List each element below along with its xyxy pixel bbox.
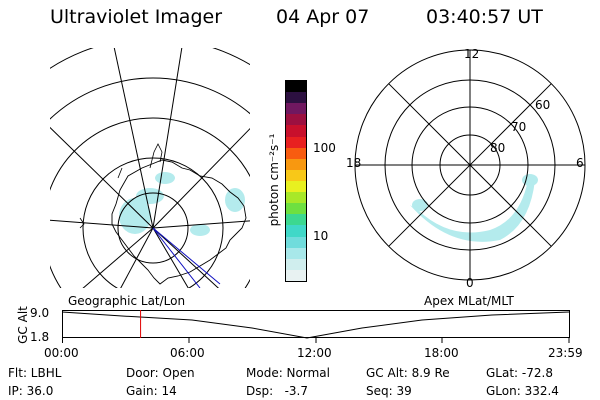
colorbar-label: photon cm⁻²s⁻¹ (267, 133, 281, 227)
info-mode: Mode: Normal (246, 366, 330, 380)
timeline-ylabel: GC Alt (15, 306, 30, 344)
colorbar (285, 80, 307, 282)
colorbar-segment (286, 125, 306, 137)
colorbar-segment (286, 247, 306, 259)
lat-label-80: 80 (490, 141, 506, 155)
lat-label-70: 70 (511, 120, 527, 134)
altitude-curve (62, 311, 570, 339)
timeline-ytick-bottom: 1.8 (30, 330, 50, 344)
coastline (111, 159, 247, 285)
colorbar-segment (286, 192, 306, 204)
aurora-oval (410, 174, 538, 242)
info-gain: Gain: 14 (126, 384, 177, 398)
info-door: Door: Open (126, 366, 195, 380)
mlt-label-12: 12 (464, 47, 480, 61)
geographic-label: Geographic Lat/Lon (68, 294, 186, 308)
info-ip: IP: 36.0 (8, 384, 54, 398)
colorbar-segment (286, 258, 306, 270)
time-label: 03:40:57 UT (426, 6, 543, 28)
mlt-label-6: 6 (576, 156, 584, 170)
mlt-label-0: 0 (466, 276, 474, 290)
timeline-xtick-3: 18:00 (424, 346, 459, 360)
colorbar-segment (286, 114, 306, 126)
info-glon: GLon: 332.4 (486, 384, 559, 398)
info-glat: GLat: -72.8 (486, 366, 553, 380)
geographic-map (50, 48, 250, 288)
timeline-xtick-1: 06:00 (170, 346, 205, 360)
colorbar-segment (286, 158, 306, 170)
colorbar-segment (286, 81, 306, 93)
date-label: 04 Apr 07 (276, 6, 370, 28)
info-flt: Flt: LBHL (8, 366, 62, 380)
colorbar-segment (286, 147, 306, 159)
colorbar-segment (286, 203, 306, 215)
apex-label: Apex MLat/MLT (424, 294, 514, 308)
info-gc-alt: GC Alt: 8.9 Re (366, 366, 450, 380)
colorbar-segment (286, 236, 306, 248)
timeline-xtick-0: 00:00 (44, 346, 79, 360)
colorbar-tick-100: 100 (313, 141, 336, 155)
colorbar-segment (286, 225, 306, 237)
colorbar-segment (286, 103, 306, 115)
colorbar-tick-10: 10 (313, 229, 329, 243)
colorbar-segment (286, 136, 306, 148)
timeline-ytick-top: 9.0 (30, 306, 50, 320)
instrument-title: Ultraviolet Imager (50, 6, 223, 28)
mlt-label-18: 18 (346, 156, 362, 170)
timeline-xtick-4: 23:59 (548, 346, 583, 360)
satellite-track (152, 227, 221, 285)
colorbar-segment (286, 169, 306, 181)
colorbar-segment (286, 180, 306, 193)
colorbar-segment (286, 214, 306, 226)
colorbar-segment (286, 269, 306, 281)
info-seq: Seq: 39 (366, 384, 412, 398)
timeline-xtick-2: 12:00 (297, 346, 332, 360)
timeline-plot (62, 310, 570, 343)
latitude-circles (50, 48, 250, 288)
info-dsp: Dsp: -3.7 (246, 384, 309, 398)
colorbar-segment (286, 92, 306, 104)
polar-plot (354, 49, 586, 281)
lat-label-60: 60 (535, 98, 551, 112)
